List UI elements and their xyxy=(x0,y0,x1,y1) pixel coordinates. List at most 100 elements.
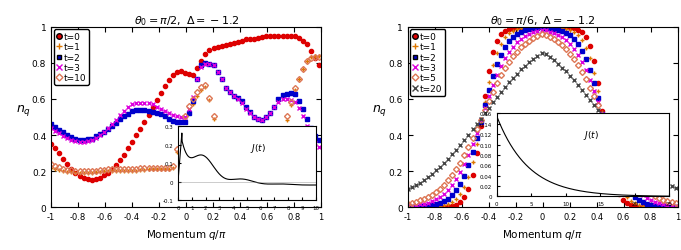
t=1 xyxy=(611,169,619,172)
t=3 xyxy=(80,140,88,143)
t=1 xyxy=(47,166,55,170)
t=10 xyxy=(67,169,76,172)
t=20 xyxy=(436,166,444,168)
t=2 xyxy=(525,28,533,32)
X-axis label: Momentum $q/\pi$: Momentum $q/\pi$ xyxy=(502,227,583,241)
t=20 xyxy=(525,61,533,64)
t=20 xyxy=(655,177,663,180)
t=2 xyxy=(671,206,680,209)
t=0 xyxy=(537,26,545,29)
t=3 xyxy=(525,33,533,36)
t=10 xyxy=(173,148,181,151)
t=5 xyxy=(525,40,533,43)
Y-axis label: $n_q$: $n_q$ xyxy=(373,102,387,118)
t=10 xyxy=(295,78,303,81)
t=0 xyxy=(299,40,307,43)
t=5 xyxy=(655,197,663,200)
t=5 xyxy=(611,142,619,145)
t=1 xyxy=(67,171,76,174)
t=2 xyxy=(202,62,210,66)
t=1 xyxy=(311,55,319,58)
t=0 xyxy=(47,143,55,146)
t=10 xyxy=(47,163,55,166)
t=1 xyxy=(84,172,92,175)
t=2 xyxy=(655,205,663,208)
t=10 xyxy=(84,170,92,173)
Title: $\theta_0 = \pi/2,\ \Delta= -1.2$: $\theta_0 = \pi/2,\ \Delta= -1.2$ xyxy=(133,14,238,28)
t=3 xyxy=(611,148,619,152)
t=2 xyxy=(299,108,307,111)
t=0 xyxy=(315,64,323,67)
t=10 xyxy=(311,56,319,59)
Line: t=5: t=5 xyxy=(405,33,678,206)
t=2 xyxy=(436,202,444,205)
t=0 xyxy=(266,35,274,38)
t=2 xyxy=(84,138,92,141)
t=0 xyxy=(671,206,680,209)
Line: t=3: t=3 xyxy=(48,62,321,150)
t=1 xyxy=(671,206,680,209)
t=3 xyxy=(444,189,452,192)
t=20 xyxy=(537,52,545,55)
t=1 xyxy=(655,206,663,209)
t=10 xyxy=(161,166,169,170)
t=5 xyxy=(671,202,680,205)
t=0 xyxy=(611,182,619,184)
t=2 xyxy=(444,198,452,200)
Line: t=2: t=2 xyxy=(405,26,678,209)
t=0 xyxy=(88,179,96,182)
t=1 xyxy=(525,27,533,30)
t=2 xyxy=(161,116,169,118)
t=0 xyxy=(444,205,452,208)
t=3 xyxy=(157,108,165,111)
t=3 xyxy=(436,196,444,198)
t=1 xyxy=(161,168,169,171)
t=3 xyxy=(47,127,55,130)
Line: t=3: t=3 xyxy=(405,28,678,209)
t=2 xyxy=(513,34,521,36)
t=2 xyxy=(67,136,76,139)
t=10 xyxy=(315,56,323,59)
t=3 xyxy=(169,114,177,117)
t=2 xyxy=(258,118,266,122)
t=0 xyxy=(655,206,663,209)
t=3 xyxy=(671,204,680,208)
t=1 xyxy=(403,206,411,209)
t=3 xyxy=(88,139,96,142)
t=0 xyxy=(173,71,181,74)
t=20 xyxy=(513,73,521,76)
t=3 xyxy=(202,63,210,66)
t=0 xyxy=(67,168,76,171)
Line: t=1: t=1 xyxy=(405,25,678,210)
X-axis label: Momentum $q/\pi$: Momentum $q/\pi$ xyxy=(146,227,227,241)
t=3 xyxy=(537,29,545,32)
t=5 xyxy=(513,51,521,54)
t=1 xyxy=(295,78,303,81)
Line: t=10: t=10 xyxy=(49,56,321,174)
t=5 xyxy=(436,188,444,190)
t=20 xyxy=(611,131,619,134)
t=2 xyxy=(76,139,84,142)
t=2 xyxy=(403,206,411,209)
t=20 xyxy=(403,188,411,191)
t=1 xyxy=(76,172,84,175)
t=0 xyxy=(254,38,262,40)
Title: $\theta_0 = \pi/6,\ \Delta= -1.2$: $\theta_0 = \pi/6,\ \Delta= -1.2$ xyxy=(490,14,595,28)
t=10 xyxy=(254,168,262,170)
Line: t=20: t=20 xyxy=(405,51,678,192)
Legend: t=0, t=1, t=2, t=3, t=5, t=20: t=0, t=1, t=2, t=3, t=5, t=20 xyxy=(410,30,445,96)
t=2 xyxy=(173,121,181,124)
t=1 xyxy=(173,151,181,154)
t=1 xyxy=(436,205,444,208)
t=3 xyxy=(513,42,521,44)
Legend: t=0, t=1, t=2, t=3, t=10: t=0, t=1, t=2, t=3, t=10 xyxy=(54,30,89,86)
t=0 xyxy=(513,26,521,30)
t=3 xyxy=(403,205,411,208)
t=2 xyxy=(315,139,323,142)
Line: t=2: t=2 xyxy=(49,62,321,143)
t=3 xyxy=(254,118,262,122)
t=3 xyxy=(299,115,307,118)
t=1 xyxy=(537,26,545,29)
t=2 xyxy=(47,123,55,126)
t=2 xyxy=(611,158,619,161)
